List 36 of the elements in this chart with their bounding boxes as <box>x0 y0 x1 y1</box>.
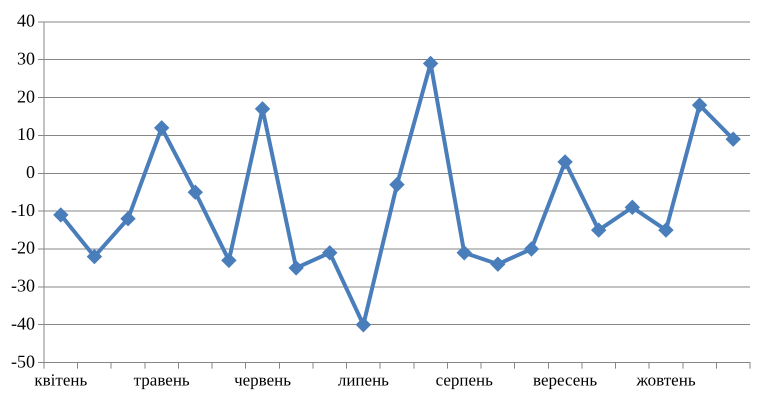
x-tick-label: вересень <box>533 370 598 390</box>
y-tick-label: -50 <box>10 351 35 372</box>
y-tick-label: 20 <box>16 86 35 106</box>
x-tick-label: жовтень <box>635 370 696 390</box>
point <box>188 184 203 200</box>
point <box>154 120 170 136</box>
y-tick-label: 0 <box>26 162 35 182</box>
point <box>558 154 573 170</box>
y-tick-label: -20 <box>10 238 35 258</box>
x-tick-label: квітень <box>34 370 88 390</box>
point <box>490 256 506 272</box>
x-tick-label: червень <box>234 370 292 390</box>
point <box>120 211 136 226</box>
y-tick-label: -30 <box>10 276 35 296</box>
y-tick-label: -40 <box>10 313 35 334</box>
point <box>288 260 304 276</box>
point <box>356 317 371 332</box>
y-tick-label: -10 <box>10 200 35 220</box>
point <box>86 249 102 264</box>
point <box>591 222 606 238</box>
x-tick-label: серпень <box>436 370 494 390</box>
point <box>322 245 338 260</box>
point <box>456 245 472 260</box>
y-tick-label: 10 <box>16 124 35 144</box>
y-tick-label: 30 <box>16 48 35 68</box>
point <box>624 200 640 215</box>
x-tick-label: липень <box>338 370 390 390</box>
point <box>658 222 674 238</box>
x-tick-label: травень <box>134 370 190 390</box>
point <box>53 207 68 222</box>
point <box>221 252 236 268</box>
y-tick-label: 40 <box>16 10 35 31</box>
point <box>389 177 404 192</box>
point <box>726 132 741 147</box>
point <box>524 242 539 256</box>
point <box>692 98 708 113</box>
